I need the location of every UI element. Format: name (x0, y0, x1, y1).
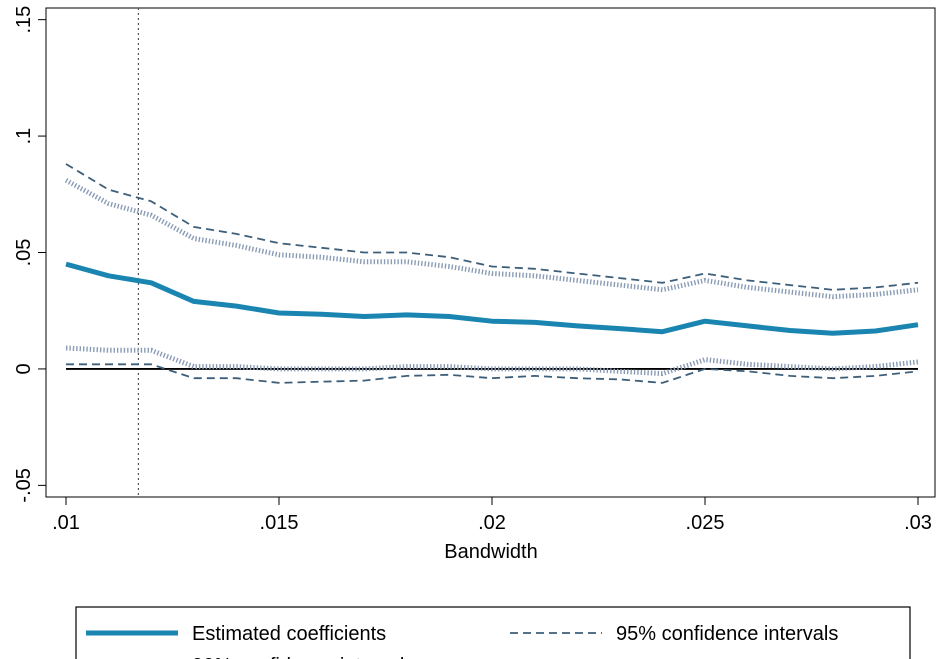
x-axis-title: Bandwidth (444, 541, 537, 563)
x-tick-label: .015 (260, 512, 299, 534)
legend-label: Estimated coefficients (192, 623, 386, 645)
series-line-dotted-lower (65, 345, 919, 377)
y-tick-label: .15 (13, 6, 35, 34)
legend-label: 95% confidence intervals (616, 623, 838, 645)
x-tick-label: .01 (52, 512, 80, 534)
legend-box (75, 606, 911, 659)
y-tick-label: .1 (13, 128, 35, 145)
legend: Estimated coefficients 95% confidence int… (75, 606, 911, 659)
series-line-dashed-upper (65, 163, 919, 291)
x-tick-label: .025 (686, 512, 725, 534)
y-tick-label: .05 (13, 239, 35, 267)
plot-background (45, 7, 936, 498)
y-tick-label: -.05 (13, 468, 35, 502)
y-tick-label: 0 (13, 363, 35, 374)
x-tick-label: .03 (904, 512, 932, 534)
x-tick-label: .02 (478, 512, 506, 534)
series-line-dotted-upper (64, 178, 919, 300)
series-line-thick-solid (65, 261, 919, 336)
series-line-dashed-lower (66, 363, 919, 384)
legend-label: 90% confidence intervals (192, 655, 414, 659)
